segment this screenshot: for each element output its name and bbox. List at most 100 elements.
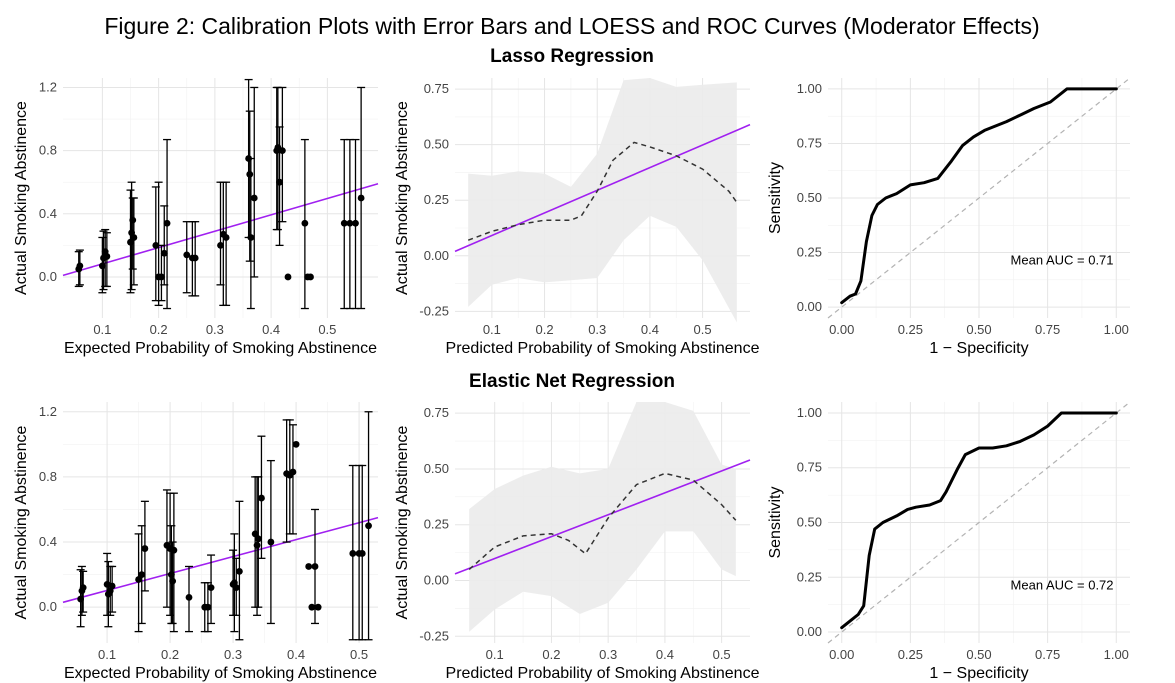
loess-curve xyxy=(467,141,738,241)
y-tick-label: 0.8 xyxy=(39,469,57,484)
point-marker xyxy=(250,194,258,202)
data-point xyxy=(134,533,143,633)
y-tick-label: 0.50 xyxy=(797,515,822,530)
point-marker xyxy=(135,576,143,583)
figure-title: Figure 2: Calibration Plots with Error B… xyxy=(104,13,1039,39)
y-tick-label: 0.00 xyxy=(797,624,822,639)
panel-4: 0.1 0.2 0.3 0.4 0.5 0.0 0.4 0.8 1.2 Expected Prob… xyxy=(13,402,379,682)
point-marker xyxy=(169,577,177,585)
data-point xyxy=(357,86,366,310)
point-marker xyxy=(204,603,212,611)
x-tick-label: 0.3 xyxy=(224,647,242,662)
point-marker xyxy=(141,545,149,552)
point-marker xyxy=(76,262,84,270)
reference-line xyxy=(454,459,751,575)
panel-3: 0.00 0.25 0.50 0.75 1.00 0.00 0.25 0.50 0.75 1.00… xyxy=(767,77,1131,357)
y-axis-title: Sensitivity xyxy=(767,486,784,558)
data-point xyxy=(300,138,309,310)
x-tick-label: 1.00 xyxy=(1104,322,1129,337)
y-tick-label: 0.50 xyxy=(424,137,449,152)
data-point xyxy=(185,565,193,633)
x-tick-label: 0.25 xyxy=(898,647,923,662)
point-marker xyxy=(308,603,316,611)
y-tick-label: 0.25 xyxy=(424,192,449,207)
y-tick-label: 0.4 xyxy=(39,206,57,221)
data-point xyxy=(75,249,84,286)
x-tick-label: 0.4 xyxy=(641,322,659,337)
panel-1: 0.1 0.2 0.3 0.4 0.5 0.0 0.4 0.8 1.2 Expected Prob… xyxy=(13,78,379,357)
x-axis-title: 1 − Specificity xyxy=(929,340,1028,357)
y-axis-title: Actual Smoking Abstinence xyxy=(394,425,411,619)
point-marker xyxy=(129,216,137,224)
point-marker xyxy=(79,584,87,592)
data-point xyxy=(230,533,239,633)
y-tick-label: 0.00 xyxy=(797,299,822,314)
point-marker xyxy=(349,550,357,557)
point-marker xyxy=(236,567,243,575)
point-marker xyxy=(108,582,116,590)
x-tick-label: 0.00 xyxy=(829,647,854,662)
data-point xyxy=(250,86,259,278)
point-marker xyxy=(207,584,215,592)
point-marker xyxy=(170,546,178,554)
x-axis-title: Expected Probability of Smoking Abstinen… xyxy=(64,340,377,357)
point-marker xyxy=(217,241,224,249)
x-tick-label: 0.5 xyxy=(713,647,731,662)
data-point xyxy=(311,508,319,625)
loess-confidence-band xyxy=(468,78,737,323)
point-marker xyxy=(358,550,366,557)
data-point xyxy=(77,565,86,616)
point-marker xyxy=(138,571,146,579)
loess-curve xyxy=(468,472,737,570)
x-tick-label: 0.2 xyxy=(161,647,179,662)
roc-curve xyxy=(840,87,1118,305)
x-axis-title: Predicted Probability of Smoking Abstine… xyxy=(446,665,760,682)
data-point xyxy=(129,197,138,286)
y-tick-label: 0.25 xyxy=(424,517,449,532)
y-tick-label: -0.25 xyxy=(419,628,449,643)
x-tick-label: 0.25 xyxy=(898,322,923,337)
point-marker xyxy=(311,563,319,570)
x-tick-label: 0.3 xyxy=(588,322,606,337)
point-marker xyxy=(183,251,191,259)
point-marker xyxy=(254,535,262,543)
x-tick-label: 0.1 xyxy=(483,322,501,337)
panels: 0.1 0.2 0.3 0.4 0.5 0.0 0.4 0.8 1.2 Expected Prob… xyxy=(13,77,1131,682)
data-point xyxy=(345,138,354,310)
point-marker xyxy=(222,234,230,241)
point-marker xyxy=(340,219,348,227)
point-marker xyxy=(163,219,171,227)
point-marker xyxy=(276,178,283,186)
row-title-lasso: Lasso Regression xyxy=(490,46,654,67)
point-marker xyxy=(246,170,254,178)
point-marker xyxy=(191,254,199,262)
point-marker xyxy=(292,440,300,448)
data-point xyxy=(364,411,373,641)
data-point xyxy=(307,273,314,281)
x-tick-label: 0.4 xyxy=(262,322,280,337)
panel-6: 0.00 0.25 0.50 0.75 1.00 0.00 0.25 0.50 0.75 1.00… xyxy=(767,401,1131,682)
data-point xyxy=(140,500,149,592)
point-marker xyxy=(307,273,314,281)
reference-line xyxy=(454,123,751,253)
x-tick-label: 0.4 xyxy=(656,647,674,662)
data-point xyxy=(222,181,231,307)
data-point xyxy=(126,189,135,294)
x-tick-label: 0.00 xyxy=(829,322,854,337)
point-marker xyxy=(158,273,165,281)
y-axis-title: Sensitivity xyxy=(767,162,784,234)
point-marker xyxy=(247,234,255,241)
data-point xyxy=(292,440,300,448)
point-marker xyxy=(301,219,309,227)
data-point xyxy=(314,603,322,611)
y-tick-label: 1.00 xyxy=(797,81,822,96)
point-marker xyxy=(152,241,160,249)
x-tick-label: 0.1 xyxy=(486,647,504,662)
panel-5: 0.1 0.2 0.3 0.4 0.5 -0.25 0.00 0.25 0.50 0.75 Pred… xyxy=(394,402,760,682)
y-tick-label: 0.75 xyxy=(797,460,822,475)
y-tick-label: 0.25 xyxy=(797,569,822,584)
x-tick-label: 0.50 xyxy=(966,322,991,337)
x-tick-label: 0.3 xyxy=(206,322,224,337)
auc-annotation: Mean AUC = 0.71 xyxy=(1011,253,1114,268)
data-point xyxy=(305,563,313,570)
